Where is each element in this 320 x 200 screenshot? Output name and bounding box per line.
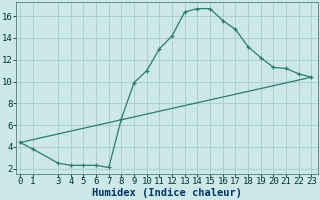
X-axis label: Humidex (Indice chaleur): Humidex (Indice chaleur) [92,188,242,198]
